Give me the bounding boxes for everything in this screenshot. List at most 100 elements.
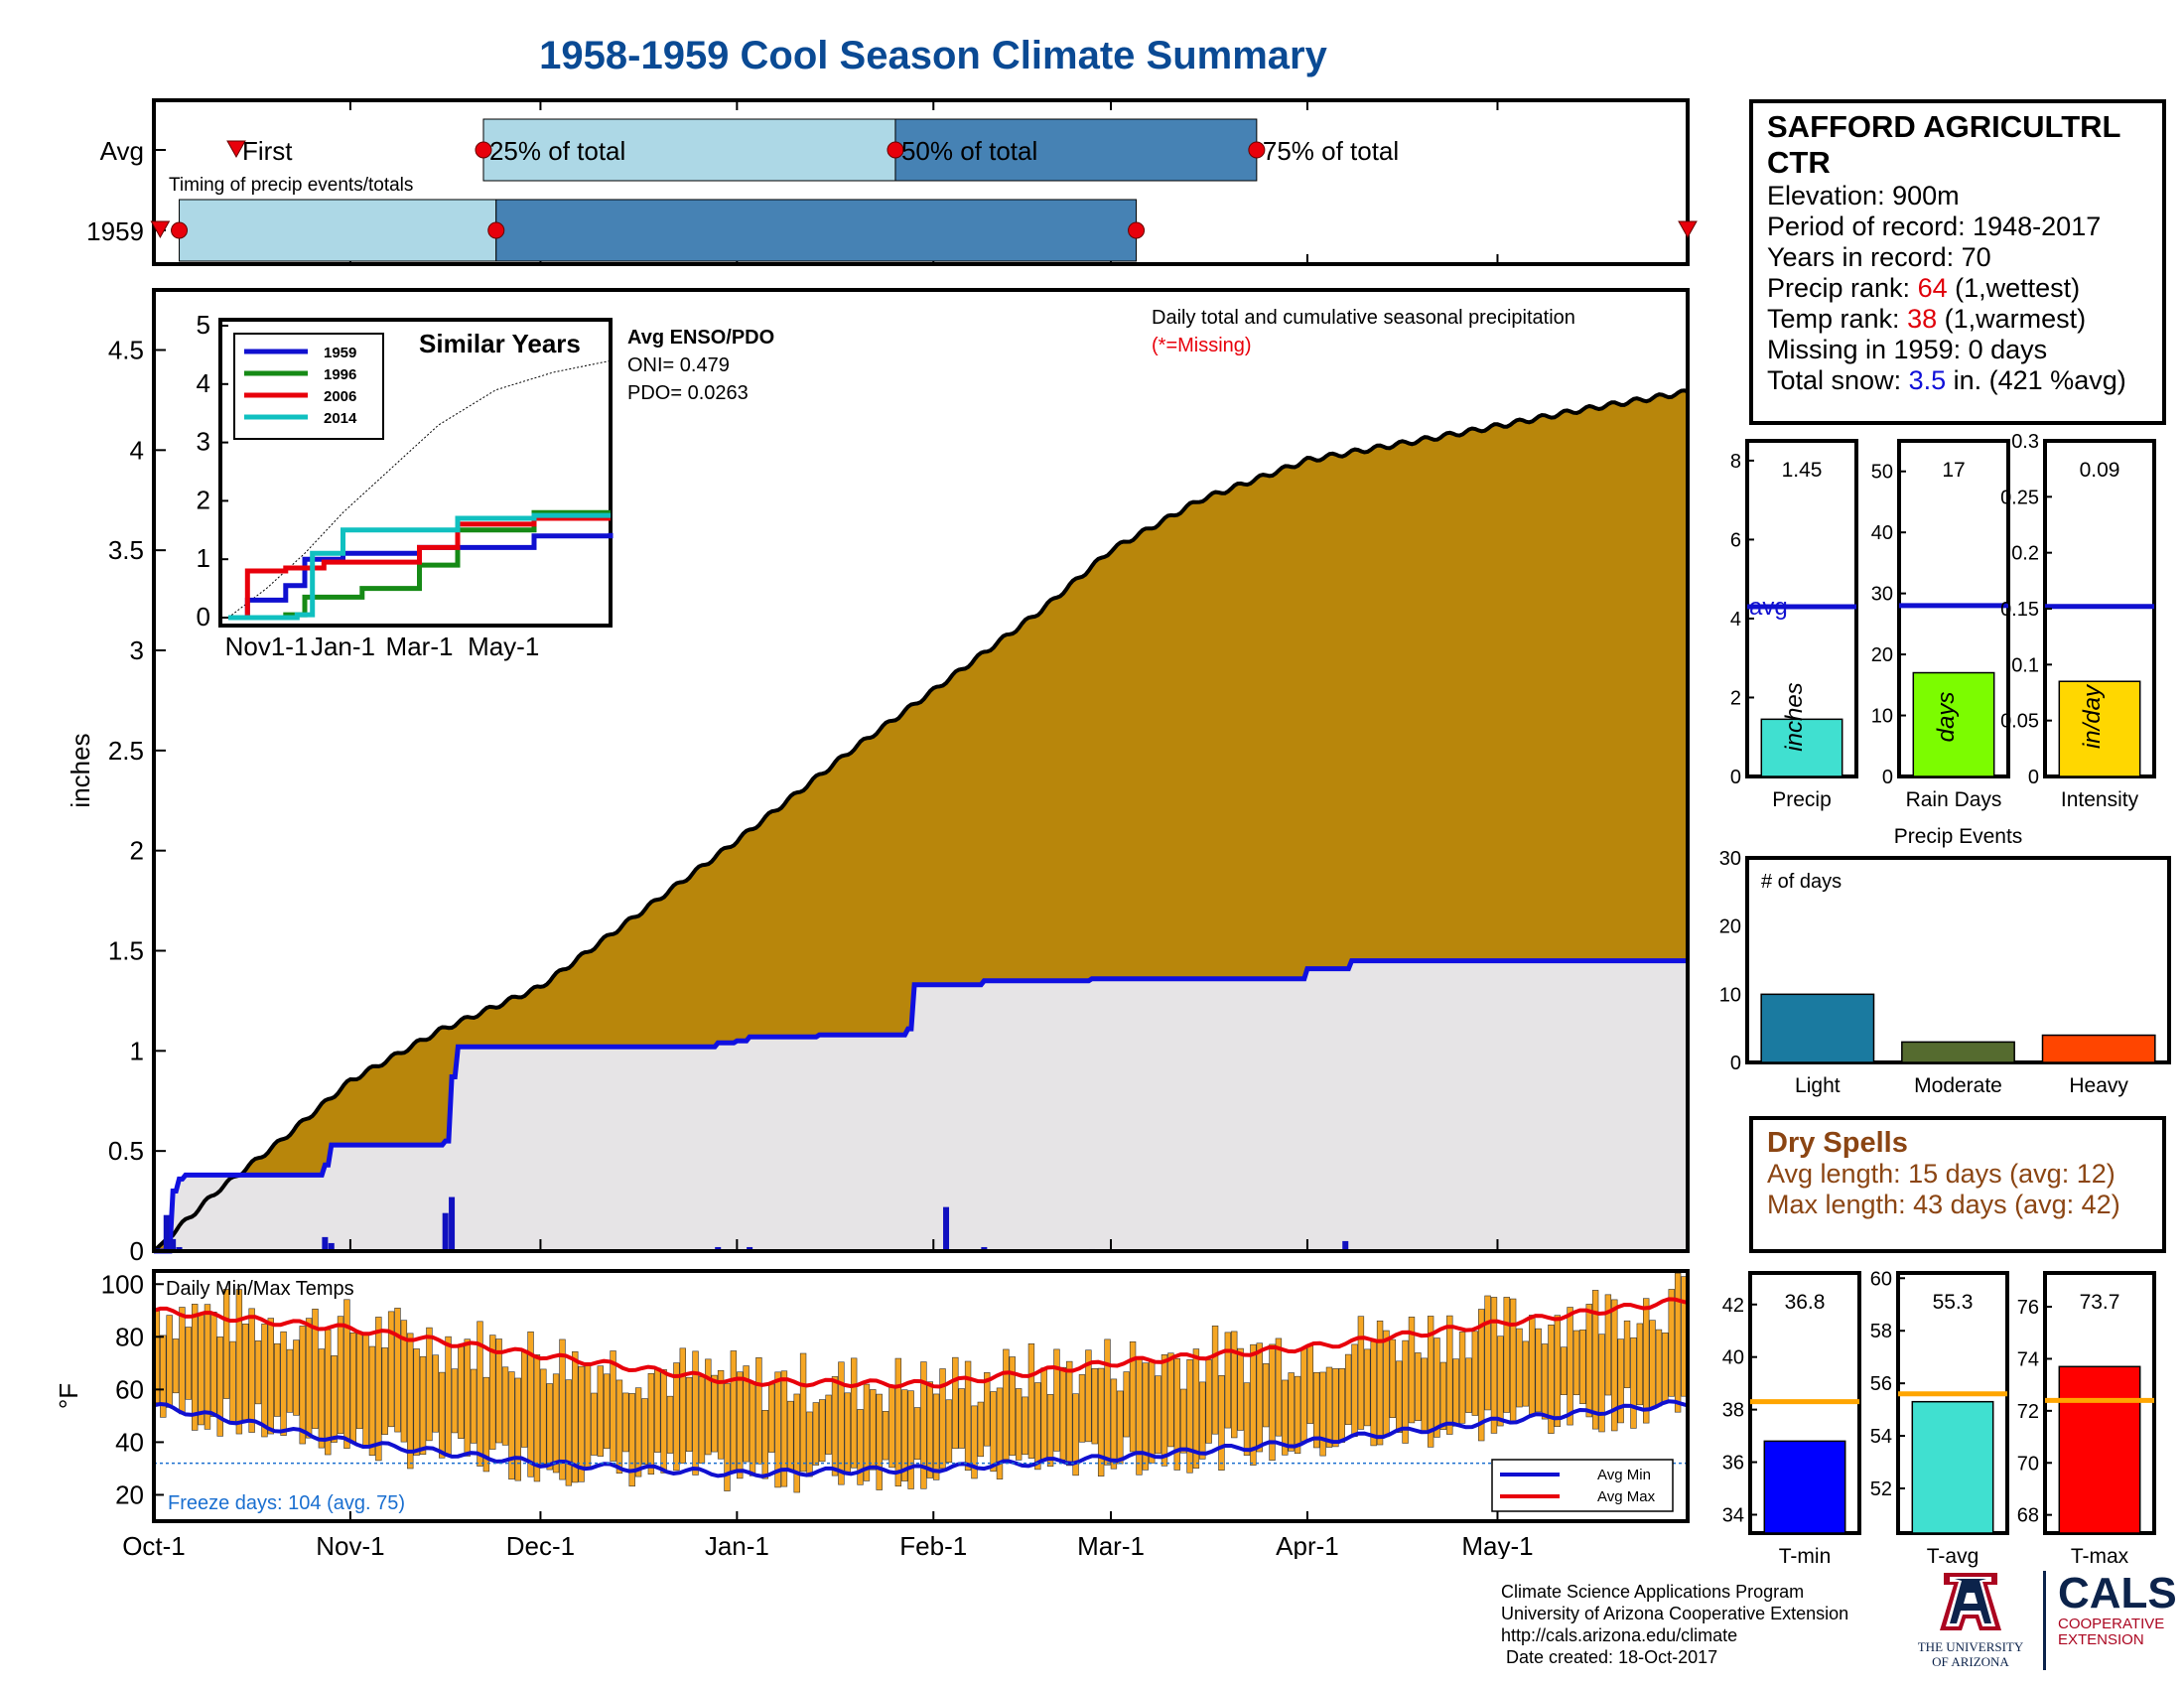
daily-temp-bar xyxy=(419,1355,427,1456)
daily-temp-bar xyxy=(831,1376,839,1477)
daily-temp-bar xyxy=(1490,1297,1498,1434)
daily-temp-bar xyxy=(349,1332,356,1443)
daily-temp-bar xyxy=(477,1321,483,1467)
daily-temp-bar xyxy=(1630,1336,1637,1429)
similar-years-y-tick-label: 0 xyxy=(197,602,210,632)
stat-y-tick-label: 40 xyxy=(1722,1347,1744,1369)
precip-events-title: Precip Events xyxy=(1894,825,2023,848)
daily-temp-bar xyxy=(546,1383,553,1471)
daily-temp-bar xyxy=(1046,1394,1054,1468)
stat-y-tick-label: 0 xyxy=(1730,767,1741,788)
daily-temp-bar xyxy=(1643,1298,1650,1424)
stat-bar-t-max xyxy=(2058,1365,2141,1534)
daily-temp-bar xyxy=(578,1365,585,1482)
stat-axis-label: Intensity xyxy=(2061,788,2139,811)
temp-legend xyxy=(1491,1459,1674,1512)
daily-temp-bar xyxy=(1579,1329,1586,1405)
daily-temp-bar xyxy=(1325,1366,1333,1448)
temp-y-tick-label: 80 xyxy=(115,1322,144,1351)
month-label: Nov-1 xyxy=(316,1531,384,1559)
daily-temp-bar xyxy=(1503,1297,1510,1413)
daily-temp-bar xyxy=(705,1358,712,1456)
timing-first-label: First xyxy=(242,136,293,166)
daily-temp-bar xyxy=(825,1394,832,1455)
daily-temp-bar xyxy=(1591,1290,1599,1430)
station-elevation: Elevation: 900m xyxy=(1767,181,1960,211)
daily-temp-bar xyxy=(660,1369,667,1474)
daily-temp-bar xyxy=(1364,1348,1371,1427)
daily-temp-bar xyxy=(381,1347,388,1435)
daily-temp-bar xyxy=(160,1335,167,1418)
daily-temp-bar xyxy=(1269,1343,1276,1461)
daily-temp-bar xyxy=(299,1326,306,1445)
daily-precip-bar xyxy=(328,1242,335,1251)
daily-temp-bar xyxy=(445,1336,452,1456)
month-label: May-1 xyxy=(1461,1531,1533,1559)
daily-temp-bar xyxy=(1452,1358,1459,1427)
stat-value-label: 17 xyxy=(1942,459,1965,482)
timing-first-last-marker xyxy=(1678,220,1698,239)
daily-temp-bar xyxy=(610,1350,616,1462)
daily-temp-bar xyxy=(248,1308,255,1433)
daily-temp-bar xyxy=(787,1400,794,1473)
precip-y-tick-label: 1 xyxy=(130,1036,144,1065)
daily-temp-bar xyxy=(1567,1307,1573,1426)
daily-temp-bar xyxy=(533,1354,541,1482)
timing-q25-label: 25% of total xyxy=(489,136,625,166)
daily-temp-bar xyxy=(913,1407,921,1461)
daily-temp-bar xyxy=(1585,1304,1592,1418)
daily-temp-bar xyxy=(267,1318,275,1435)
similar-years-y-tick-label: 5 xyxy=(197,310,210,340)
daily-precip-bar xyxy=(747,1246,753,1251)
snow-value: 3.5 xyxy=(1908,365,1947,395)
daily-temp-bar xyxy=(1617,1338,1624,1424)
daily-temp-bar xyxy=(901,1389,908,1481)
avg-max-line xyxy=(153,1297,1689,1389)
daily-temp-bar xyxy=(216,1336,223,1437)
stat-y-tick-label: 40 xyxy=(1871,522,1893,544)
daily-temp-bar xyxy=(755,1357,762,1465)
legend-avg-max-label: Avg Max xyxy=(1597,1488,1656,1505)
daily-temp-bar xyxy=(1662,1333,1669,1403)
stat-y-tick-label: 20 xyxy=(1871,644,1893,666)
stat-y-tick-label: 36 xyxy=(1722,1453,1744,1475)
month-label: Feb-1 xyxy=(899,1531,967,1559)
precip-y-tick-label: 3 xyxy=(130,635,144,665)
daily-temp-bar xyxy=(584,1361,592,1470)
daily-temp-bar xyxy=(1655,1329,1663,1407)
daily-temp-bar xyxy=(355,1333,363,1430)
daily-temp-bar xyxy=(685,1376,693,1452)
daily-temp-bar xyxy=(737,1371,744,1479)
daily-temp-bar xyxy=(634,1387,642,1477)
daily-temp-bar xyxy=(1275,1337,1283,1437)
stat-unit-label: inches xyxy=(1781,682,1808,751)
daily-precip-bar xyxy=(176,1246,183,1251)
daily-temp-bar xyxy=(977,1401,985,1458)
daily-temp-bar xyxy=(597,1365,604,1457)
daily-temp-bar xyxy=(1149,1360,1156,1464)
precip-events-y-tick-label: 30 xyxy=(1719,848,1741,870)
daily-temp-bar xyxy=(280,1331,287,1436)
daily-temp-bar xyxy=(1668,1289,1675,1397)
daily-temp-bar xyxy=(1294,1375,1301,1455)
daily-temp-bar xyxy=(1344,1353,1352,1426)
daily-temp-bar xyxy=(1376,1320,1384,1446)
daily-temp-bar xyxy=(375,1317,382,1462)
credits: Climate Science Applications Program Uni… xyxy=(1501,1581,1848,1668)
daily-temp-bar xyxy=(1186,1359,1193,1474)
daily-temp-bar xyxy=(1142,1362,1150,1471)
daily-temp-bar xyxy=(1072,1393,1079,1477)
daily-temp-bar xyxy=(1636,1323,1644,1406)
daily-temp-bar xyxy=(1173,1357,1180,1471)
precip-events-category-label: Light xyxy=(1795,1074,1841,1097)
daily-temp-bar xyxy=(1446,1315,1453,1435)
daily-temp-bar xyxy=(907,1390,914,1489)
daily-temp-bar xyxy=(482,1376,490,1473)
daily-temp-bar xyxy=(1129,1340,1137,1453)
daily-temp-bar xyxy=(1243,1382,1251,1456)
month-label: Jan-1 xyxy=(705,1531,769,1559)
daily-temp-bar xyxy=(1205,1359,1212,1444)
daily-temp-bar xyxy=(407,1333,414,1470)
daily-temp-bar xyxy=(1509,1298,1517,1424)
precip-rank-note: (1,wettest) xyxy=(1947,273,2081,303)
